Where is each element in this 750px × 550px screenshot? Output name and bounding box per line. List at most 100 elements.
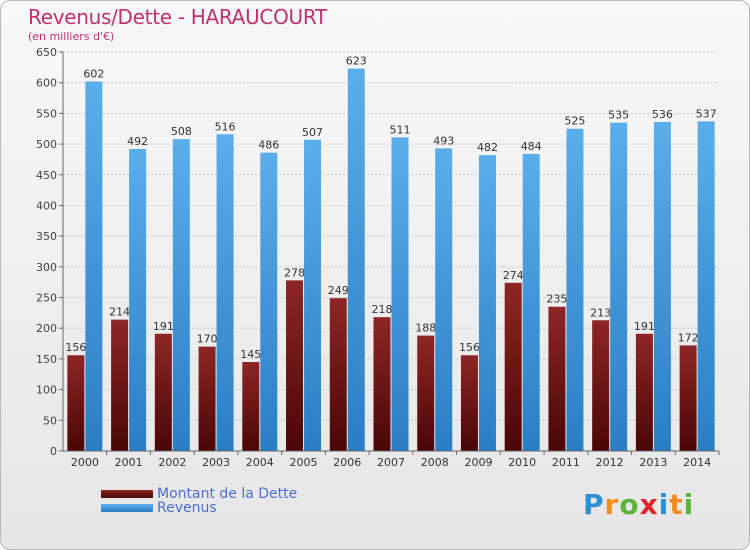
x-tick-label: 2014 bbox=[683, 456, 711, 469]
y-tick-label: 650 bbox=[36, 46, 57, 59]
bar-dette bbox=[111, 319, 129, 451]
data-label-revenus: 486 bbox=[258, 139, 279, 152]
data-label-revenus: 508 bbox=[171, 125, 192, 138]
legend-label-dette: Montant de la Dette bbox=[157, 486, 298, 502]
data-label-dette: 188 bbox=[415, 322, 436, 335]
x-tick-label: 2001 bbox=[115, 456, 143, 469]
data-label-dette: 235 bbox=[546, 293, 567, 306]
x-tick-label: 2002 bbox=[158, 456, 186, 469]
data-label-dette: 156 bbox=[459, 341, 480, 354]
data-label-revenus: 602 bbox=[83, 67, 104, 80]
bar-dette bbox=[635, 333, 653, 451]
data-label-dette: 213 bbox=[590, 306, 611, 319]
data-label-revenus: 482 bbox=[477, 141, 498, 154]
bar-dette bbox=[548, 306, 566, 451]
logo-letter: o bbox=[619, 488, 640, 521]
x-tick-label: 2008 bbox=[421, 456, 449, 469]
data-label-revenus: 535 bbox=[608, 109, 629, 122]
bar-revenus bbox=[522, 153, 540, 451]
y-tick-label: 550 bbox=[36, 107, 57, 120]
y-tick-label: 250 bbox=[36, 292, 57, 305]
bar-revenus bbox=[697, 121, 715, 451]
legend-swatch-revenus bbox=[101, 504, 153, 512]
bar-dette bbox=[373, 317, 391, 451]
bar-dette bbox=[67, 355, 85, 451]
bar-revenus bbox=[653, 121, 671, 452]
data-label-revenus: 511 bbox=[390, 123, 411, 136]
bar-dette bbox=[592, 320, 610, 451]
x-tick-label: 2011 bbox=[552, 456, 580, 469]
logo-letter: i bbox=[658, 488, 670, 521]
data-label-dette: 214 bbox=[109, 306, 130, 319]
bars-layer: 156 602 214 492 191 508 170 516 145 486 278 507 249 6… bbox=[65, 55, 717, 452]
x-tick-label: 2000 bbox=[71, 456, 99, 469]
y-tick-label: 500 bbox=[36, 138, 57, 151]
bar-revenus bbox=[85, 81, 103, 452]
data-label-dette: 170 bbox=[197, 333, 218, 346]
y-tick-label: 150 bbox=[36, 353, 57, 366]
chart-title: Revenus/Dette - HARAUCOURT bbox=[28, 5, 327, 29]
x-tick-label: 2004 bbox=[246, 456, 274, 469]
y-tick-label: 400 bbox=[36, 199, 57, 212]
data-label-dette: 191 bbox=[153, 320, 174, 333]
bar-revenus bbox=[478, 155, 496, 451]
bar-dette bbox=[504, 282, 522, 451]
bar-dette bbox=[242, 361, 260, 451]
bar-revenus bbox=[347, 68, 365, 451]
y-tick-label: 100 bbox=[36, 384, 57, 397]
data-label-revenus: 516 bbox=[215, 120, 236, 133]
y-tick-label: 600 bbox=[36, 77, 57, 90]
x-tick-label: 2006 bbox=[333, 456, 361, 469]
proxiti-logo: Proxiti bbox=[583, 488, 694, 521]
bar-revenus bbox=[172, 139, 190, 452]
bar-dette bbox=[417, 335, 435, 451]
y-tick-label: 0 bbox=[50, 445, 57, 458]
y-tick-label: 450 bbox=[36, 169, 57, 182]
data-label-revenus: 507 bbox=[302, 126, 323, 139]
data-label-dette: 156 bbox=[65, 341, 86, 354]
data-label-dette: 191 bbox=[634, 320, 655, 333]
x-tick-label: 2003 bbox=[202, 456, 230, 469]
bar-dette bbox=[286, 280, 304, 451]
bar-dette bbox=[198, 346, 216, 451]
data-label-revenus: 484 bbox=[521, 140, 542, 153]
y-tick-label: 350 bbox=[36, 230, 57, 243]
data-label-dette: 278 bbox=[284, 266, 305, 279]
bar-dette bbox=[679, 345, 697, 451]
bar-dette bbox=[460, 355, 478, 451]
data-label-revenus: 492 bbox=[127, 135, 148, 148]
logo-letter: i bbox=[683, 488, 695, 521]
legend-swatch-dette bbox=[101, 490, 153, 498]
bar-revenus bbox=[129, 148, 147, 452]
bar-revenus bbox=[216, 134, 234, 452]
x-tick-label: 2012 bbox=[596, 456, 624, 469]
data-label-dette: 249 bbox=[328, 284, 349, 297]
data-label-revenus: 623 bbox=[346, 55, 367, 68]
axis-layer: 0 50 100 150 200 250 300 350 400 450 500 550 600 650 2… bbox=[36, 46, 720, 469]
bar-revenus bbox=[304, 139, 322, 451]
x-tick-label: 2013 bbox=[639, 456, 667, 469]
data-label-dette: 218 bbox=[372, 303, 393, 316]
logo-letter: x bbox=[639, 488, 659, 521]
data-label-dette: 274 bbox=[503, 269, 524, 282]
x-tick-label: 2009 bbox=[464, 456, 492, 469]
chart-subtitle: (en milliers d'€) bbox=[28, 30, 115, 43]
y-tick-label: 300 bbox=[36, 261, 57, 274]
bar-revenus bbox=[610, 122, 628, 451]
bar-revenus bbox=[391, 137, 409, 451]
bar-dette bbox=[154, 333, 172, 451]
legend-label-revenus: Revenus bbox=[157, 500, 217, 516]
bar-revenus bbox=[260, 152, 278, 451]
data-label-revenus: 536 bbox=[652, 108, 673, 121]
bar-dette bbox=[329, 298, 347, 451]
logo-letter: P bbox=[583, 488, 605, 521]
y-tick-label: 50 bbox=[43, 414, 57, 427]
data-label-revenus: 493 bbox=[433, 134, 454, 147]
logo-letter: r bbox=[604, 488, 620, 521]
logo-letter: t bbox=[669, 488, 684, 521]
data-label-dette: 145 bbox=[240, 348, 261, 361]
y-tick-label: 200 bbox=[36, 322, 57, 335]
data-label-revenus: 537 bbox=[696, 107, 717, 120]
data-label-dette: 172 bbox=[678, 331, 699, 344]
